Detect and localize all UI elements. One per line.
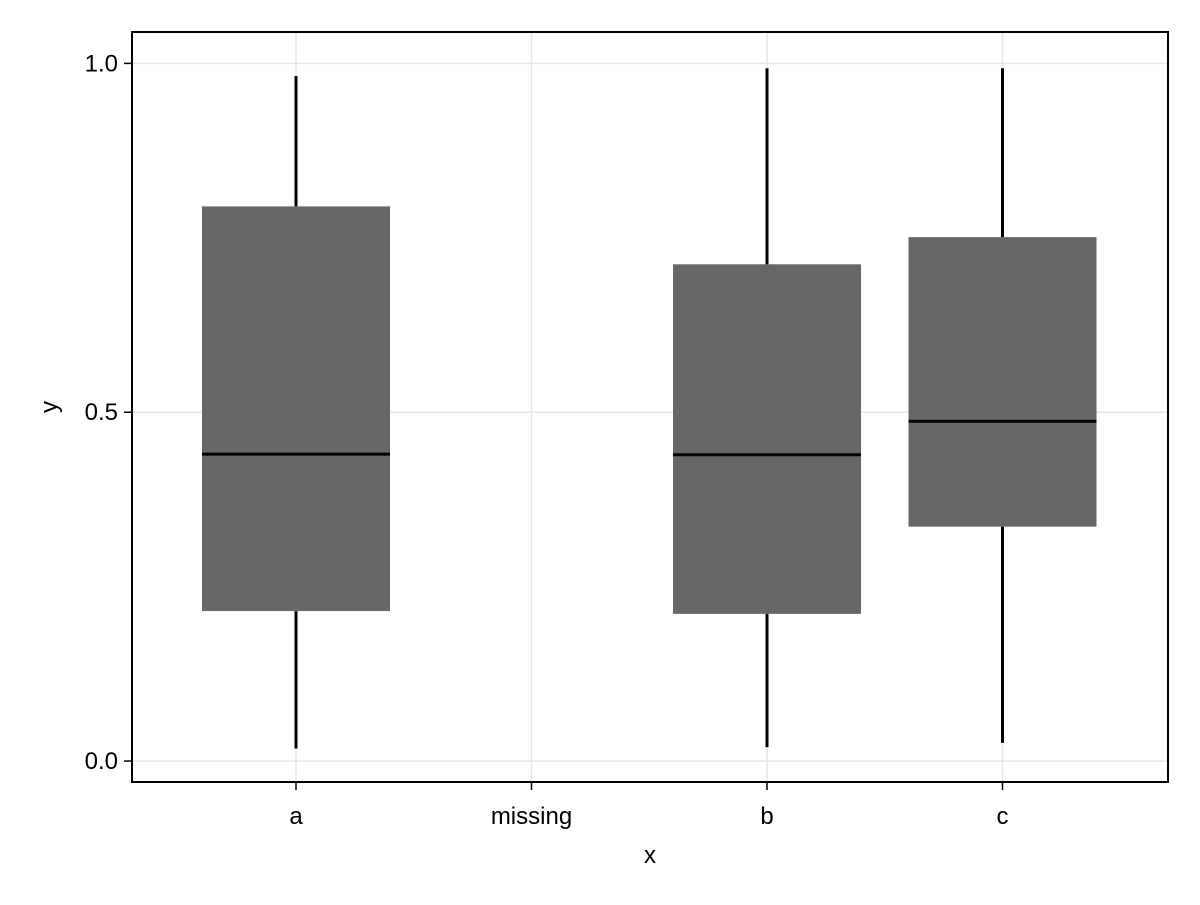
y-tick-label: 1.0 <box>85 50 118 77</box>
box-group-b <box>673 68 861 748</box>
box-body <box>202 206 390 612</box>
plot-frame <box>131 31 1169 783</box>
x-tick-label: missing <box>491 803 572 830</box>
boxes <box>202 68 1097 749</box>
y-axis-label: y <box>36 401 63 413</box>
box-group-a <box>202 75 390 749</box>
y-tick-label: 0.5 <box>85 399 118 426</box>
axis-ticks: a missing b c 0.0 0.5 1.0 <box>85 50 1009 830</box>
box-group-c <box>908 68 1097 743</box>
box-body <box>673 264 861 614</box>
x-tick-label: b <box>760 803 773 830</box>
x-tick-label: a <box>289 803 303 830</box>
x-tick-label: c <box>997 803 1009 830</box>
box-body <box>908 237 1097 527</box>
y-tick-label: 0.0 <box>85 748 118 775</box>
x-axis-label: x <box>644 842 656 869</box>
